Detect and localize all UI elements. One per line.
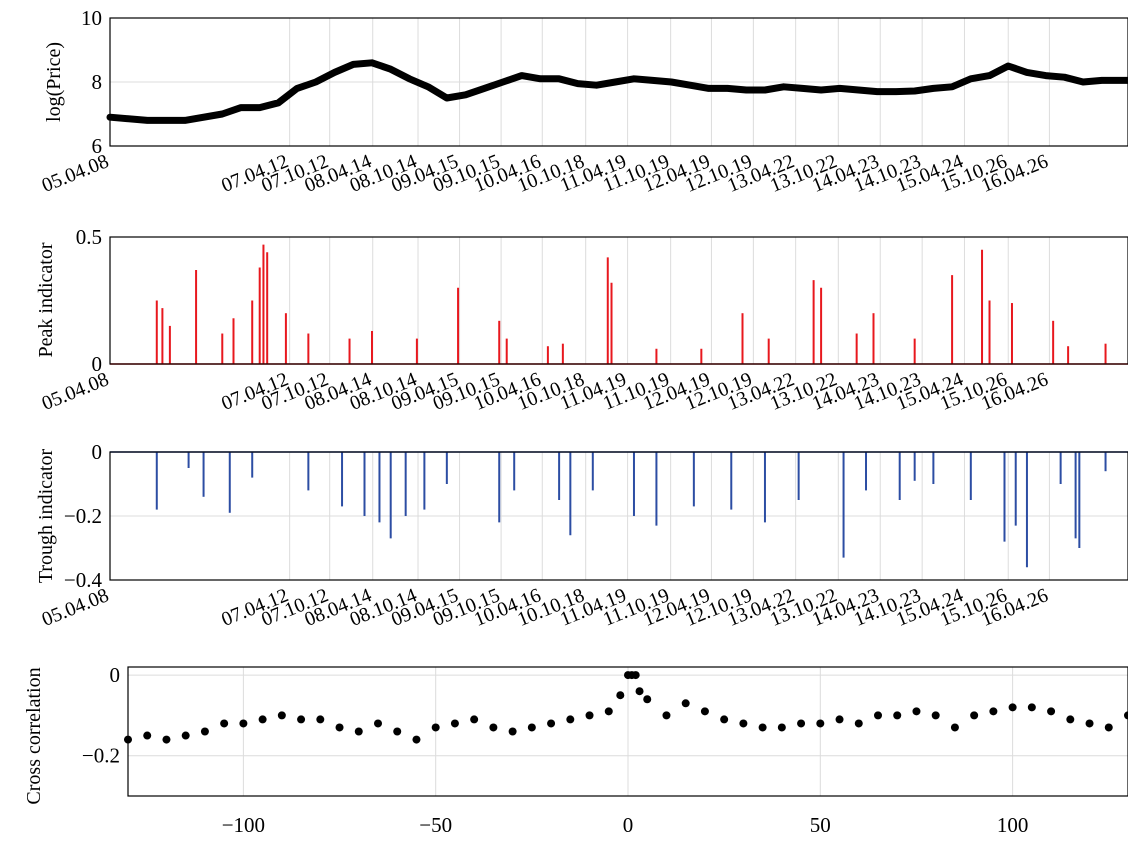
cross-correlation-point — [758, 723, 767, 732]
cross-correlation-point — [1047, 707, 1056, 716]
cross-correlation-point — [412, 735, 421, 744]
peak-indicator-ylabel: Peak indicator — [35, 242, 57, 357]
y-tick-label: −0.2 — [64, 504, 102, 528]
cross-correlation-point — [239, 719, 248, 728]
cross-correlation-point — [643, 695, 652, 704]
y-tick-label: 0.5 — [76, 225, 102, 249]
x-date-tick-label: 05.04.08 — [39, 150, 112, 197]
cross-correlation-point — [635, 687, 644, 696]
cross-correlation-point — [893, 711, 902, 720]
cross-correlation-point — [566, 715, 575, 724]
cross-correlation-point — [1104, 723, 1113, 732]
cross-correlation-point — [335, 723, 344, 732]
cross-correlation-point — [470, 715, 479, 724]
cross-correlation-point — [631, 671, 640, 680]
cross-correlation-point — [508, 727, 517, 736]
cross-correlation-point — [835, 715, 844, 724]
cross-correlation-point — [950, 723, 959, 732]
cross-correlation-point — [200, 727, 209, 736]
cross-correlation-point — [700, 707, 709, 716]
cross-correlation-point — [316, 715, 325, 724]
log-price-ylabel: log(Price) — [43, 42, 65, 122]
trough-indicator-ylabel: Trough indicator — [35, 449, 57, 584]
log-price-plot-frame — [109, 17, 1128, 147]
cross-correlation-point — [1085, 719, 1094, 728]
cross-correlation-point — [931, 711, 940, 720]
cross-correlation-point — [1008, 703, 1017, 712]
x-tick-label: 50 — [810, 813, 831, 837]
cross-correlation-point — [297, 715, 306, 724]
cross-correlation-point — [816, 719, 825, 728]
cross-correlation-point — [162, 735, 171, 744]
cross-correlation-point — [143, 731, 152, 740]
cross-correlation-point — [874, 711, 882, 720]
cross-correlation-point — [585, 711, 594, 720]
cross-correlation-point — [604, 707, 613, 716]
cross-correlation-point — [854, 719, 863, 728]
y-tick-label: 0 — [92, 440, 103, 464]
cross-correlation-point — [431, 723, 440, 732]
x-date-tick-label: 05.04.08 — [39, 368, 112, 415]
y-tick-label: −0.4 — [64, 568, 103, 592]
cross-correlation-point — [450, 719, 459, 728]
cross-correlation-point — [489, 723, 498, 732]
y-tick-label: 0 — [92, 352, 103, 376]
peak-indicator-plot-frame — [109, 236, 1128, 365]
cross-correlation-point — [220, 719, 229, 728]
cross-correlation-point — [970, 711, 979, 720]
y-tick-label: 0 — [110, 663, 121, 687]
peak-indicator-panel: 00.505.04.08 07.04.1207.10.1208.04.1408.1… — [35, 225, 1128, 415]
log-price-series-line — [106, 59, 1128, 124]
cross-correlation-point — [527, 723, 536, 732]
cross-correlation-point — [662, 711, 671, 720]
x-tick-label: −50 — [419, 813, 452, 837]
trough-indicator-plot-frame — [109, 451, 1128, 581]
cross-correlation-point — [258, 715, 267, 724]
y-tick-label: 10 — [81, 6, 102, 30]
cross-correlation-point — [1066, 715, 1075, 724]
cross-correlation-point — [1027, 703, 1036, 712]
cross-correlation-point — [277, 711, 286, 720]
y-tick-label: −0.2 — [82, 744, 120, 768]
y-tick-label: 8 — [92, 70, 103, 94]
x-tick-label: 0 — [623, 813, 634, 837]
cross-correlation-plot-frame — [127, 666, 1128, 797]
cross-correlation-point — [989, 707, 998, 716]
cross-correlation-point — [547, 719, 556, 728]
cross-correlation-point — [354, 727, 363, 736]
cross-correlation-point — [393, 727, 402, 736]
y-tick-label: 6 — [92, 134, 103, 158]
cross-correlation-point — [797, 719, 806, 728]
cross-correlation-point — [739, 719, 748, 728]
cross-correlation-point — [181, 731, 190, 740]
cross-correlation-point — [374, 719, 382, 728]
cross-correlation-point — [777, 723, 786, 732]
cross-correlation-point — [720, 715, 729, 724]
cross-correlation-ylabel: Cross correlation — [23, 667, 45, 804]
cross-correlation-point — [912, 707, 921, 716]
x-tick-label: 100 — [997, 813, 1029, 837]
cross-correlation-point — [681, 699, 690, 708]
cross-correlation-point — [1124, 711, 1128, 720]
x-tick-label: −100 — [222, 813, 265, 837]
cross-correlation-point — [616, 691, 625, 700]
cross-correlation-panel: −0.2 0 −100 −50 0 50 100 Cross correlation — [23, 663, 1128, 837]
